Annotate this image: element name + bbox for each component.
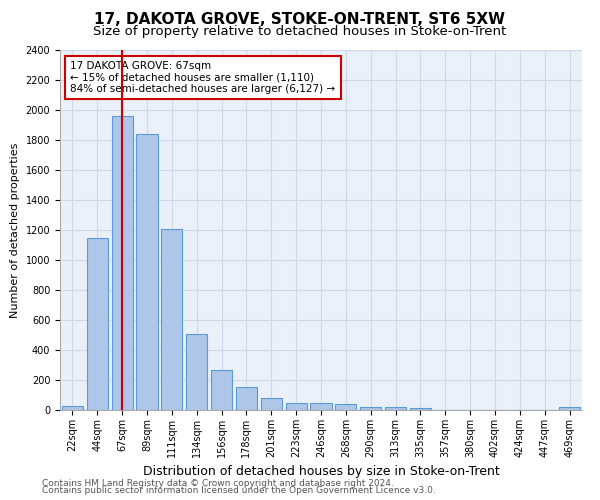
- Bar: [286, 402, 307, 410]
- Bar: [385, 407, 406, 410]
- Bar: [62, 406, 83, 410]
- Bar: [559, 407, 580, 410]
- Bar: [410, 408, 431, 410]
- Bar: [236, 387, 257, 410]
- Text: 17 DAKOTA GROVE: 67sqm
← 15% of detached houses are smaller (1,110)
84% of semi-: 17 DAKOTA GROVE: 67sqm ← 15% of detached…: [70, 61, 335, 94]
- Bar: [261, 398, 282, 410]
- Bar: [186, 334, 207, 410]
- X-axis label: Distribution of detached houses by size in Stoke-on-Trent: Distribution of detached houses by size …: [143, 466, 499, 478]
- Text: 17, DAKOTA GROVE, STOKE-ON-TRENT, ST6 5XW: 17, DAKOTA GROVE, STOKE-ON-TRENT, ST6 5X…: [95, 12, 505, 28]
- Bar: [87, 238, 108, 410]
- Text: Contains HM Land Registry data © Crown copyright and database right 2024.: Contains HM Land Registry data © Crown c…: [42, 478, 394, 488]
- Bar: [360, 407, 381, 410]
- Bar: [136, 134, 158, 410]
- Bar: [211, 370, 232, 410]
- Y-axis label: Number of detached properties: Number of detached properties: [10, 142, 20, 318]
- Bar: [161, 228, 182, 410]
- Bar: [310, 403, 332, 410]
- Text: Size of property relative to detached houses in Stoke-on-Trent: Size of property relative to detached ho…: [94, 25, 506, 38]
- Text: Contains public sector information licensed under the Open Government Licence v3: Contains public sector information licen…: [42, 486, 436, 495]
- Bar: [335, 404, 356, 410]
- Bar: [112, 116, 133, 410]
